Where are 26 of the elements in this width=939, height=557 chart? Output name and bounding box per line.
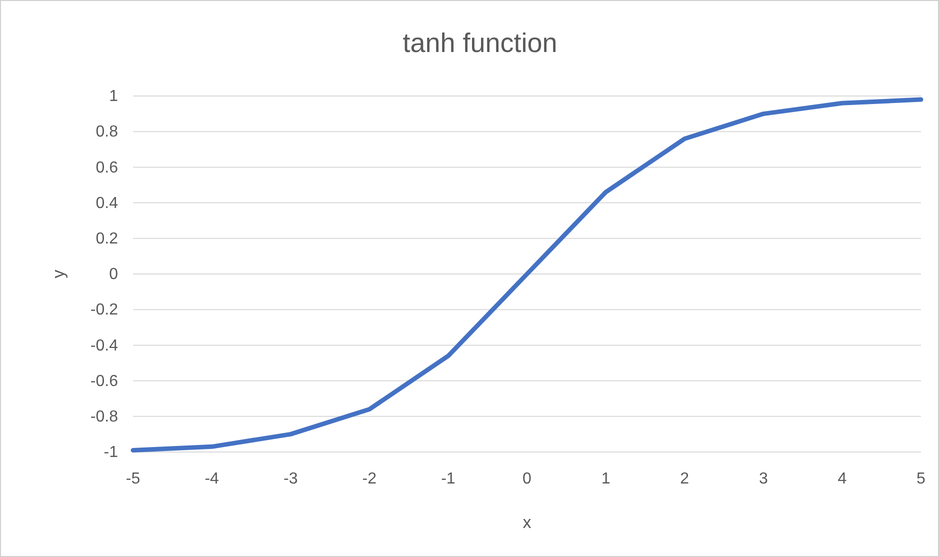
y-tick-label: -0.8: [90, 408, 118, 426]
y-axis-title: y: [49, 269, 68, 278]
chart-title: tanh function: [402, 28, 558, 58]
y-tick-label: 1: [109, 88, 118, 106]
y-tick-label: 0.6: [96, 159, 118, 176]
y-tick-label: 0: [109, 266, 118, 284]
x-tick-label: 3: [758, 470, 768, 488]
x-tick-label: -5: [126, 470, 140, 488]
x-tick-label: -3: [283, 470, 298, 488]
x-tick-label: 0: [522, 470, 532, 488]
y-tick-label: 0.8: [96, 124, 118, 141]
x-tick-label: 5: [916, 470, 926, 488]
x-tick-label: 1: [601, 470, 610, 488]
y-tick-label: -0.4: [90, 337, 118, 354]
x-tick-label: 2: [680, 470, 690, 488]
line-series: [130, 97, 924, 452]
x-tick-label: -2: [362, 470, 377, 488]
y-tick-label: -1: [104, 444, 118, 462]
y-tick-label: -0.6: [90, 372, 118, 390]
x-tick-label: -4: [204, 470, 220, 488]
y-tick-label: 0.2: [96, 230, 118, 248]
y-tick-label: 0.4: [96, 194, 118, 212]
y-tick-label: -0.2: [90, 302, 118, 319]
x-tick-label: 4: [838, 470, 847, 488]
x-axis-title: x: [522, 513, 532, 532]
x-tick-label: -1: [441, 470, 456, 488]
